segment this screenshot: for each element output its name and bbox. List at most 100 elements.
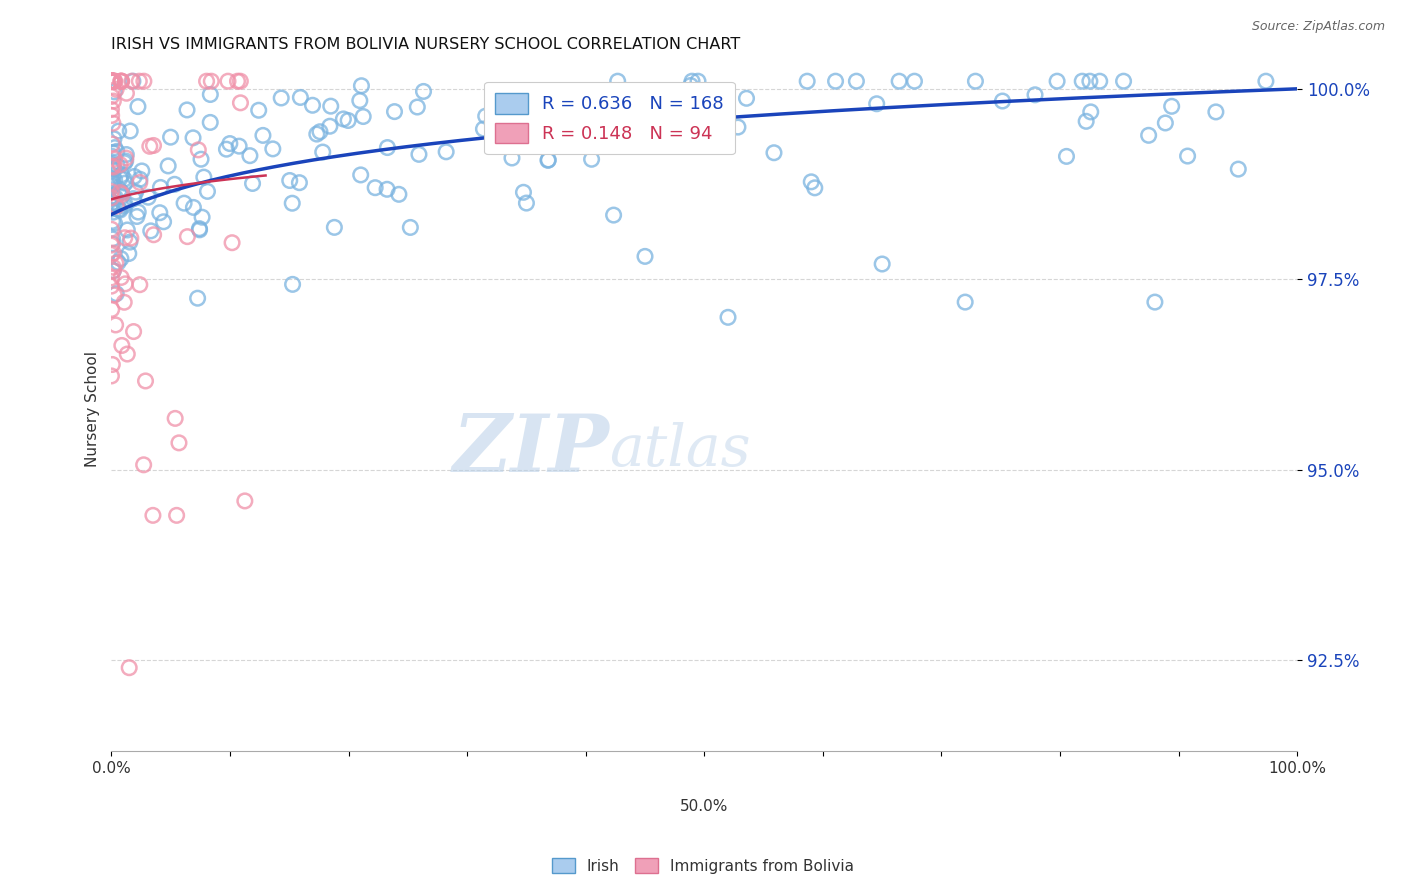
Point bbox=[662, 127, 685, 141]
Point bbox=[107, 255, 129, 269]
Point bbox=[110, 74, 132, 88]
Point bbox=[142, 508, 165, 523]
Point bbox=[217, 74, 239, 88]
Point bbox=[226, 74, 249, 88]
Point bbox=[229, 74, 252, 88]
Point bbox=[114, 154, 136, 169]
Point bbox=[100, 238, 122, 252]
Point bbox=[252, 128, 274, 143]
Point bbox=[101, 168, 124, 182]
Point bbox=[644, 123, 666, 137]
Point bbox=[183, 201, 205, 215]
Point bbox=[991, 94, 1014, 108]
Point bbox=[337, 113, 360, 128]
Point bbox=[122, 325, 145, 339]
Point bbox=[100, 247, 122, 261]
Point bbox=[1056, 149, 1078, 163]
Point bbox=[1177, 149, 1199, 163]
Point bbox=[602, 208, 624, 222]
Point bbox=[889, 74, 911, 88]
Point bbox=[200, 74, 222, 88]
Point bbox=[309, 125, 332, 139]
Point bbox=[118, 246, 141, 260]
Point bbox=[197, 185, 219, 199]
Point bbox=[101, 116, 124, 130]
Point bbox=[105, 159, 128, 173]
Point bbox=[166, 508, 188, 523]
Legend: Irish, Immigrants from Bolivia: Irish, Immigrants from Bolivia bbox=[546, 852, 860, 880]
Point bbox=[101, 358, 124, 372]
Point bbox=[319, 99, 342, 113]
Point bbox=[101, 236, 124, 251]
Point bbox=[100, 74, 122, 88]
Point bbox=[796, 74, 818, 88]
Point bbox=[100, 271, 122, 285]
Point bbox=[127, 99, 149, 113]
Point bbox=[101, 189, 124, 203]
Point bbox=[965, 74, 987, 88]
Point bbox=[388, 187, 411, 202]
Point bbox=[104, 172, 127, 186]
Point bbox=[301, 98, 323, 112]
Point bbox=[101, 74, 124, 88]
Point bbox=[107, 202, 129, 217]
Point bbox=[654, 124, 676, 138]
Point bbox=[188, 223, 211, 237]
Point bbox=[233, 494, 256, 508]
Point bbox=[247, 103, 270, 118]
Point bbox=[176, 229, 198, 244]
Point bbox=[110, 252, 132, 266]
Point bbox=[434, 145, 457, 159]
Point bbox=[101, 74, 124, 88]
Point bbox=[762, 145, 785, 160]
Point bbox=[352, 110, 374, 124]
Point bbox=[499, 120, 522, 134]
Point bbox=[111, 338, 134, 352]
Point bbox=[100, 191, 122, 205]
Point bbox=[270, 91, 292, 105]
Point bbox=[101, 74, 124, 88]
Point bbox=[606, 74, 628, 88]
Point bbox=[100, 74, 122, 88]
Point bbox=[228, 139, 250, 153]
Point bbox=[100, 74, 122, 88]
Point bbox=[1080, 104, 1102, 119]
Point bbox=[108, 186, 131, 200]
Point bbox=[187, 291, 209, 305]
Point bbox=[1227, 162, 1250, 177]
Point bbox=[114, 231, 136, 245]
Point bbox=[112, 172, 135, 186]
Point bbox=[103, 288, 125, 302]
Point bbox=[104, 256, 127, 270]
Point bbox=[103, 246, 125, 260]
Point bbox=[108, 203, 131, 218]
Point bbox=[200, 115, 222, 129]
Point bbox=[375, 182, 398, 196]
Point bbox=[866, 96, 889, 111]
Point bbox=[103, 132, 125, 146]
Point bbox=[114, 277, 136, 291]
Point bbox=[165, 411, 187, 425]
Point bbox=[142, 138, 165, 153]
Point bbox=[537, 153, 560, 168]
Point bbox=[100, 74, 122, 88]
Point bbox=[101, 136, 124, 151]
Text: atlas: atlas bbox=[609, 422, 751, 478]
Point bbox=[512, 186, 534, 200]
Point bbox=[101, 74, 124, 88]
Point bbox=[100, 185, 122, 199]
Point bbox=[100, 103, 122, 117]
Point bbox=[181, 131, 204, 145]
Point bbox=[290, 90, 312, 104]
Point bbox=[474, 109, 496, 123]
Point bbox=[221, 235, 243, 250]
Point bbox=[1024, 87, 1046, 102]
Point bbox=[187, 143, 209, 157]
Point bbox=[100, 74, 122, 88]
Point bbox=[100, 222, 122, 236]
Point bbox=[104, 196, 127, 211]
Point bbox=[127, 205, 149, 219]
Point bbox=[288, 176, 311, 190]
Point bbox=[118, 661, 141, 675]
Point bbox=[103, 85, 125, 99]
